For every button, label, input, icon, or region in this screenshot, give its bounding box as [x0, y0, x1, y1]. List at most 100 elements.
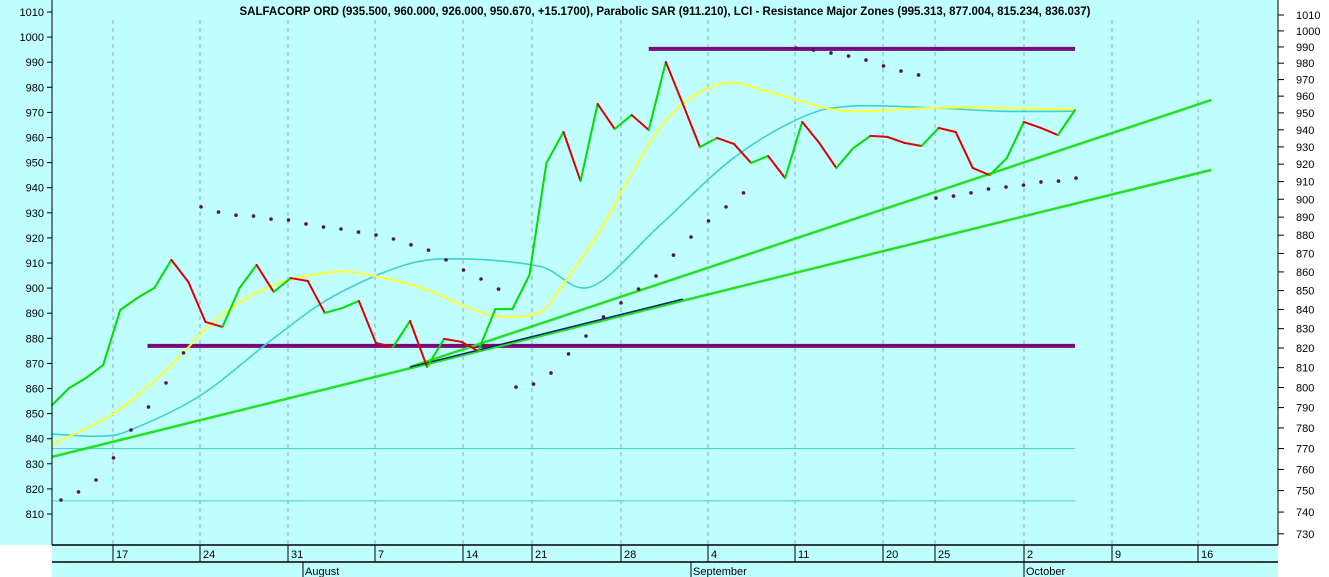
price-segment — [1056, 109, 1076, 137]
price-segment — [562, 130, 582, 183]
price-segment — [784, 120, 804, 180]
sar-dot — [671, 253, 676, 257]
sar-dot — [986, 187, 991, 191]
right-axis-label: 810 — [1296, 363, 1314, 375]
price-segment — [170, 258, 190, 283]
date-label: 17 — [116, 549, 128, 561]
price-segment — [801, 120, 821, 144]
left-axis-label: 950 — [26, 158, 44, 170]
price-segment — [204, 320, 224, 328]
left-axis-label: 830 — [26, 459, 44, 471]
sar-dot — [76, 490, 81, 494]
sar-dot — [129, 428, 133, 432]
sar-dot — [916, 73, 921, 77]
price-segment — [51, 387, 71, 407]
sar-dot — [636, 287, 641, 291]
price-segment — [886, 135, 906, 144]
right-axis-label: 740 — [1296, 507, 1314, 519]
price-segment — [187, 280, 207, 323]
axes — [51, 0, 1279, 563]
date-label: 16 — [1201, 549, 1213, 561]
right-axis-label: 930 — [1296, 142, 1314, 154]
left-axis-label: 990 — [26, 57, 44, 69]
trendline — [409, 98, 1212, 369]
sar-dot — [391, 237, 396, 241]
price-segment — [426, 337, 446, 369]
price-segment — [733, 142, 753, 164]
sar-dot — [531, 382, 536, 386]
price-segment — [750, 155, 770, 164]
sar-dot — [1074, 176, 1078, 180]
plot-background — [0, 0, 1278, 545]
date-axis-background — [52, 545, 1278, 577]
date-axis-labels: 17 24 31 7 14 21 28 4 11 20 25 2 9 16 August September O… — [112, 545, 1213, 577]
sar-dot — [374, 233, 378, 237]
sar-dot — [269, 217, 273, 221]
price-segment — [681, 102, 701, 149]
moving-average-slow — [51, 104, 1076, 438]
sar-dot — [811, 48, 816, 52]
price-segment — [238, 263, 258, 289]
price-segment — [920, 126, 940, 148]
date-label: 20 — [886, 549, 898, 561]
price-segment — [937, 126, 957, 133]
price-segment — [988, 157, 1008, 177]
sar-dot — [426, 248, 431, 252]
month-label: August — [305, 566, 339, 577]
trendline — [51, 168, 1212, 459]
sar-dot — [549, 371, 553, 375]
price-segment — [545, 130, 565, 164]
sar-dot — [496, 287, 501, 291]
right-axis-label: 900 — [1296, 194, 1314, 206]
sar-dot — [969, 191, 973, 195]
price-segment — [102, 309, 122, 367]
left-axis-label: 930 — [26, 208, 44, 220]
price-segment — [647, 61, 667, 131]
sar-dot — [216, 210, 221, 214]
right-axis-labels: 1010 1000 990 980 970 960 950 940 930 920 910 900 89… — [1278, 10, 1320, 541]
price-segment — [136, 286, 156, 299]
sar-dot — [864, 58, 868, 62]
price-segment — [579, 102, 599, 183]
right-axis-label: 980 — [1296, 58, 1314, 70]
sar-dot — [286, 218, 291, 222]
sar-dot — [601, 315, 606, 319]
price-segment — [1005, 120, 1025, 160]
date-label: 31 — [291, 549, 303, 561]
price-segment — [715, 136, 735, 145]
sar-dot — [724, 205, 728, 209]
left-axis-label: 940 — [26, 183, 44, 195]
price-segment — [221, 286, 241, 328]
price-segment — [852, 134, 872, 150]
price-segment — [153, 258, 173, 289]
sar-dot — [181, 351, 186, 355]
month-label: September — [693, 566, 747, 577]
price-segment — [323, 307, 343, 314]
date-label: 4 — [711, 549, 717, 561]
sar-dot — [339, 227, 343, 231]
left-axis-label: 1010 — [20, 7, 44, 19]
right-axis-label: 840 — [1296, 305, 1314, 317]
price-segment — [818, 141, 838, 169]
sar-dot — [584, 334, 588, 338]
sar-dot — [164, 381, 168, 385]
price-segment — [68, 376, 88, 390]
sar-dot — [199, 205, 203, 209]
sar-dot — [846, 54, 851, 58]
sar-dot — [689, 235, 693, 239]
price-segment — [1039, 126, 1059, 137]
left-axis-labels: 1010 1000 990 980 970 960 950 940 930 920 910 900 89… — [20, 7, 52, 521]
price-segment — [971, 166, 991, 177]
right-axis-label: 770 — [1296, 444, 1314, 456]
left-axis-label: 820 — [26, 484, 44, 496]
left-axis-label: 880 — [26, 333, 44, 345]
right-axis-label: 970 — [1296, 75, 1314, 87]
price-segment — [613, 114, 633, 130]
sar-dot — [514, 385, 518, 389]
left-axis-label: 870 — [26, 358, 44, 370]
left-axis-label: 920 — [26, 233, 44, 245]
right-axis-label: 820 — [1296, 343, 1314, 355]
resistance-zones — [52, 46, 1075, 502]
right-axis-label: 1000 — [1296, 26, 1320, 38]
